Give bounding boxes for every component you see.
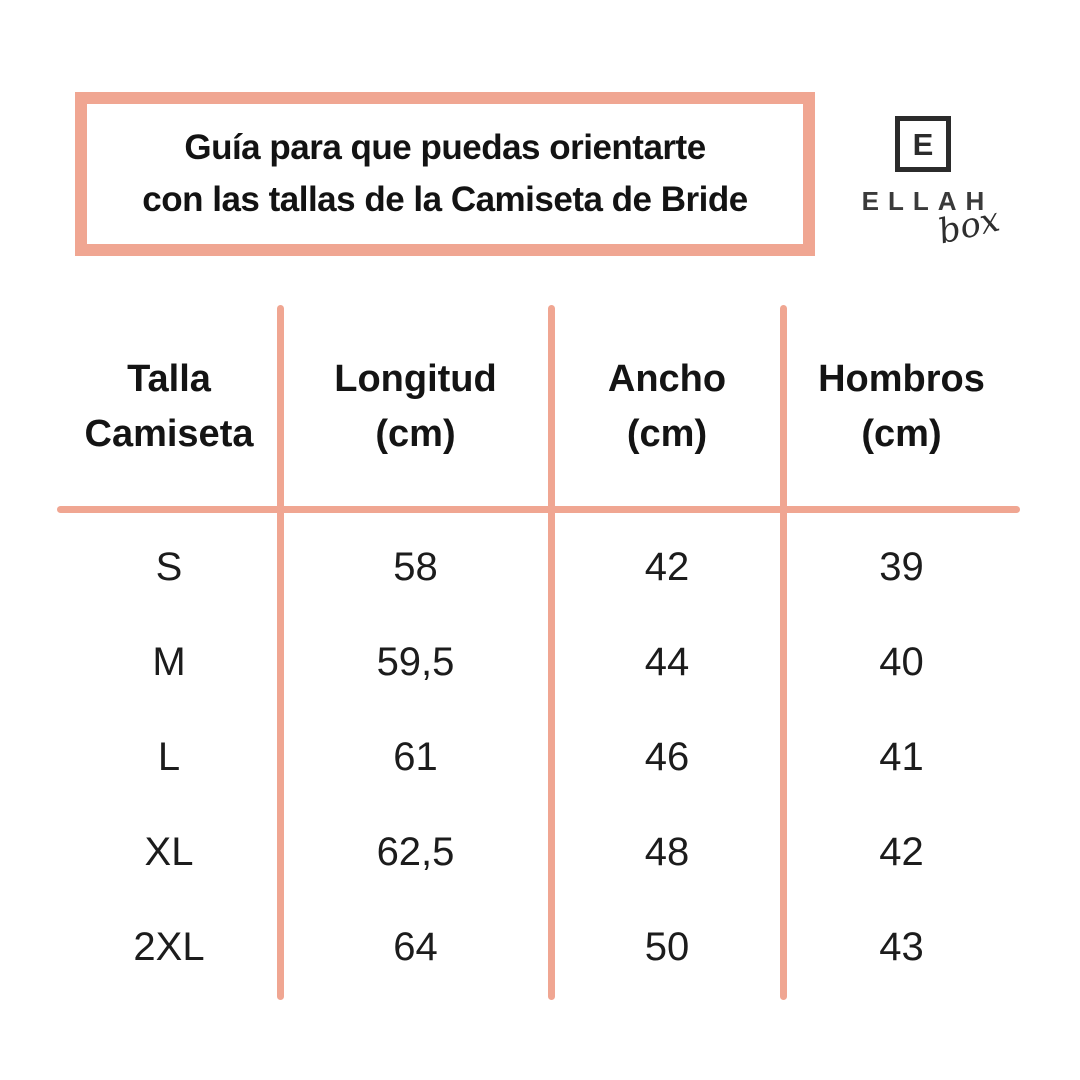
logo-monogram-letter: E	[912, 126, 934, 162]
cell-longitud: 64	[393, 925, 438, 969]
cell-longitud: 61	[393, 735, 438, 779]
cell-ancho: 46	[644, 735, 690, 779]
column-header-line: Longitud	[334, 358, 497, 400]
page-title-line2: con las tallas de la Camiseta de Bride	[142, 180, 748, 219]
cell-hombros: 40	[879, 640, 924, 684]
cell-size: L	[157, 735, 181, 779]
table-vertical-divider-3	[780, 305, 787, 1000]
column-header-hombros: Hombros (cm)	[783, 352, 1020, 462]
column-header-line: Talla	[127, 358, 211, 400]
cell-ancho: 44	[644, 640, 690, 684]
size-table-header: Talla Camiseta Longitud (cm) Ancho (cm) …	[58, 352, 1020, 462]
cell-hombros: 43	[879, 925, 924, 969]
cell-hombros: 39	[879, 545, 924, 589]
title-box: Guía para que puedas orientarte con las …	[75, 92, 815, 256]
column-header-longitud: Longitud (cm)	[280, 352, 551, 462]
cell-hombros: 41	[879, 735, 924, 779]
column-header-ancho: Ancho (cm)	[551, 352, 783, 462]
cell-size: M	[152, 640, 186, 684]
column-header-line: (cm)	[626, 413, 708, 455]
cell-ancho: 42	[644, 545, 690, 589]
table-vertical-divider-1	[277, 305, 284, 1000]
size-table-body: S 58 42 39 M 59,5 44 40 L 61 46 41 XL 62…	[58, 520, 1020, 995]
column-header-talla: Talla Camiseta	[58, 352, 280, 462]
cell-size: S	[155, 545, 183, 589]
logo-brand-name: ELLAH	[861, 186, 994, 216]
column-header-line: Camiseta	[84, 413, 254, 455]
column-header-line: (cm)	[861, 413, 942, 455]
cell-longitud: 58	[393, 545, 438, 589]
cell-ancho: 50	[644, 925, 690, 969]
logo-monogram-frame: E	[895, 116, 951, 172]
column-header-line: Ancho	[607, 358, 727, 400]
column-header-line: (cm)	[375, 413, 456, 455]
table-header-divider	[57, 506, 1020, 513]
column-header-line: Hombros	[818, 358, 985, 400]
page-title: Guía para que puedas orientarte con las …	[142, 122, 748, 226]
cell-longitud: 59,5	[376, 640, 455, 684]
cell-ancho: 48	[644, 830, 690, 874]
cell-size: 2XL	[133, 925, 205, 969]
cell-size: XL	[144, 830, 194, 874]
brand-logo: E ELLAH box	[838, 116, 1008, 255]
cell-hombros: 42	[879, 830, 924, 874]
table-vertical-divider-2	[548, 305, 555, 1000]
page-title-line1: Guía para que puedas orientarte	[184, 128, 706, 167]
cell-longitud: 62,5	[376, 830, 455, 874]
